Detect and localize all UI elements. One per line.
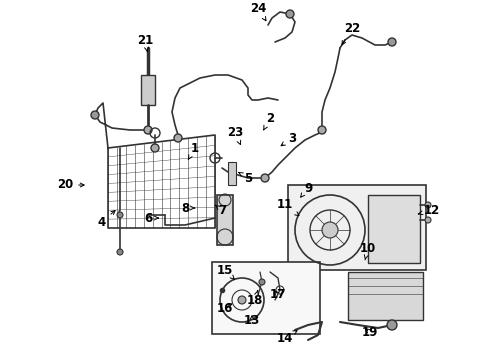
Text: 14: 14 (277, 330, 297, 345)
Text: 13: 13 (244, 314, 260, 327)
Text: 9: 9 (301, 181, 312, 197)
Text: 22: 22 (342, 22, 360, 45)
Text: 15: 15 (217, 264, 234, 279)
Circle shape (387, 320, 397, 330)
Text: 24: 24 (250, 1, 266, 21)
Text: 20: 20 (57, 179, 84, 192)
Circle shape (238, 296, 246, 304)
Circle shape (91, 111, 99, 119)
Text: 17: 17 (270, 288, 286, 302)
Circle shape (174, 134, 182, 142)
Circle shape (259, 279, 265, 285)
Circle shape (322, 222, 338, 238)
Text: 11: 11 (277, 198, 299, 216)
Text: 18: 18 (247, 291, 263, 306)
Text: 3: 3 (281, 131, 296, 146)
Circle shape (117, 212, 123, 218)
Circle shape (117, 249, 123, 255)
Bar (217, 195, 233, 245)
Bar (141, 75, 155, 105)
Text: 23: 23 (227, 126, 243, 144)
Text: 1: 1 (188, 141, 199, 160)
Text: 5: 5 (239, 171, 252, 184)
Circle shape (144, 126, 152, 134)
Bar (228, 162, 236, 185)
Circle shape (425, 217, 431, 223)
Text: 16: 16 (217, 302, 233, 315)
Circle shape (318, 126, 326, 134)
Bar (368, 195, 420, 263)
Text: 12: 12 (418, 203, 440, 216)
Text: 21: 21 (137, 33, 153, 52)
Circle shape (151, 144, 159, 152)
Circle shape (286, 10, 294, 18)
Text: 6: 6 (144, 211, 158, 225)
Bar (288, 185, 426, 270)
Text: 7: 7 (215, 203, 226, 216)
Text: 2: 2 (264, 112, 274, 130)
Circle shape (261, 174, 269, 182)
Bar (212, 262, 320, 334)
Bar (348, 272, 423, 320)
Text: 19: 19 (362, 325, 378, 338)
Text: 8: 8 (181, 202, 195, 215)
Circle shape (388, 38, 396, 46)
Text: 10: 10 (360, 242, 376, 260)
Circle shape (425, 202, 431, 208)
Text: 4: 4 (98, 211, 115, 229)
